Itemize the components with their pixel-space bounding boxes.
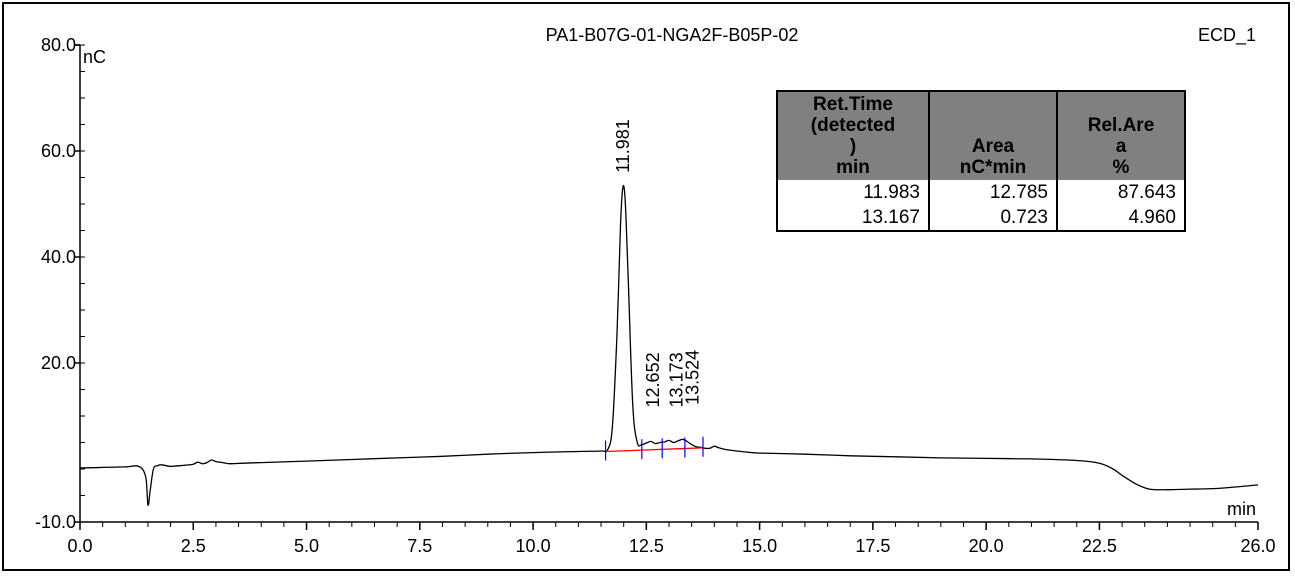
cell-ret-time: 11.983	[776, 180, 930, 205]
y-tick-label: 60.0	[41, 141, 76, 161]
cell-area: 0.723	[928, 205, 1058, 232]
y-tick-label: 40.0	[41, 247, 76, 267]
cell-ret-time: 13.167	[776, 205, 930, 232]
y-tick-label: -10.0	[35, 512, 76, 532]
peak-label: 13.524	[683, 350, 703, 405]
cell-rel-area: 87.643	[1056, 180, 1186, 205]
x-tick-label: 2.5	[181, 536, 206, 556]
x-tick-label: 12.5	[629, 536, 664, 556]
integration-baseline	[605, 447, 704, 453]
chromatogram-trace	[79, 184, 1259, 506]
peak-label: 12.652	[643, 352, 663, 407]
x-tick-label: 10.0	[516, 536, 551, 556]
cell-rel-area: 4.960	[1056, 205, 1186, 232]
y-axis-ticks: 80.0 60.0 40.0 20.0 -10.0	[35, 35, 85, 532]
y-tick-label: 20.0	[41, 353, 76, 373]
x-axis-label: min	[1227, 499, 1256, 519]
x-tick-label: 7.5	[407, 536, 432, 556]
x-tick-label: 5.0	[294, 536, 319, 556]
x-tick-label: 26.0	[1240, 536, 1275, 556]
channel-label: ECD_1	[1198, 25, 1256, 46]
chart-title: PA1-B07G-01-NGA2F-B05P-02	[546, 25, 799, 45]
x-axis-minor-ticks	[102, 522, 1236, 527]
x-tick-label: 15.0	[742, 536, 777, 556]
x-tick-label: 22.5	[1082, 536, 1117, 556]
peak-table-header-row: Ret.Time (detected ) min Area nC*min Rel…	[776, 90, 1186, 180]
peak-table-row: 11.983 12.785 87.643	[776, 180, 1186, 205]
peak-label: 13.173	[667, 352, 687, 407]
x-tick-label: 20.0	[969, 536, 1004, 556]
y-axis-label: nC	[83, 47, 106, 67]
peak-label: 11.981	[613, 119, 633, 173]
header-area: Area nC*min	[928, 90, 1058, 180]
header-ret-time: Ret.Time (detected ) min	[776, 90, 930, 180]
x-axis-ticks: 0.0 2.5 5.0 7.5 10.0 12.5 15.0 17.5 20.0 22.5 26.0	[67, 522, 1276, 556]
x-tick-label: 0.0	[67, 536, 92, 556]
cell-area: 12.785	[928, 180, 1058, 205]
x-tick-label: 17.5	[855, 536, 890, 556]
integration-markers	[604, 436, 704, 461]
y-tick-label: 80.0	[41, 35, 76, 55]
peak-table: Ret.Time (detected ) min Area nC*min Rel…	[776, 90, 1186, 232]
peak-table-row: 13.167 0.723 4.960	[776, 205, 1186, 232]
header-rel-area: Rel.Are a %	[1056, 90, 1186, 180]
